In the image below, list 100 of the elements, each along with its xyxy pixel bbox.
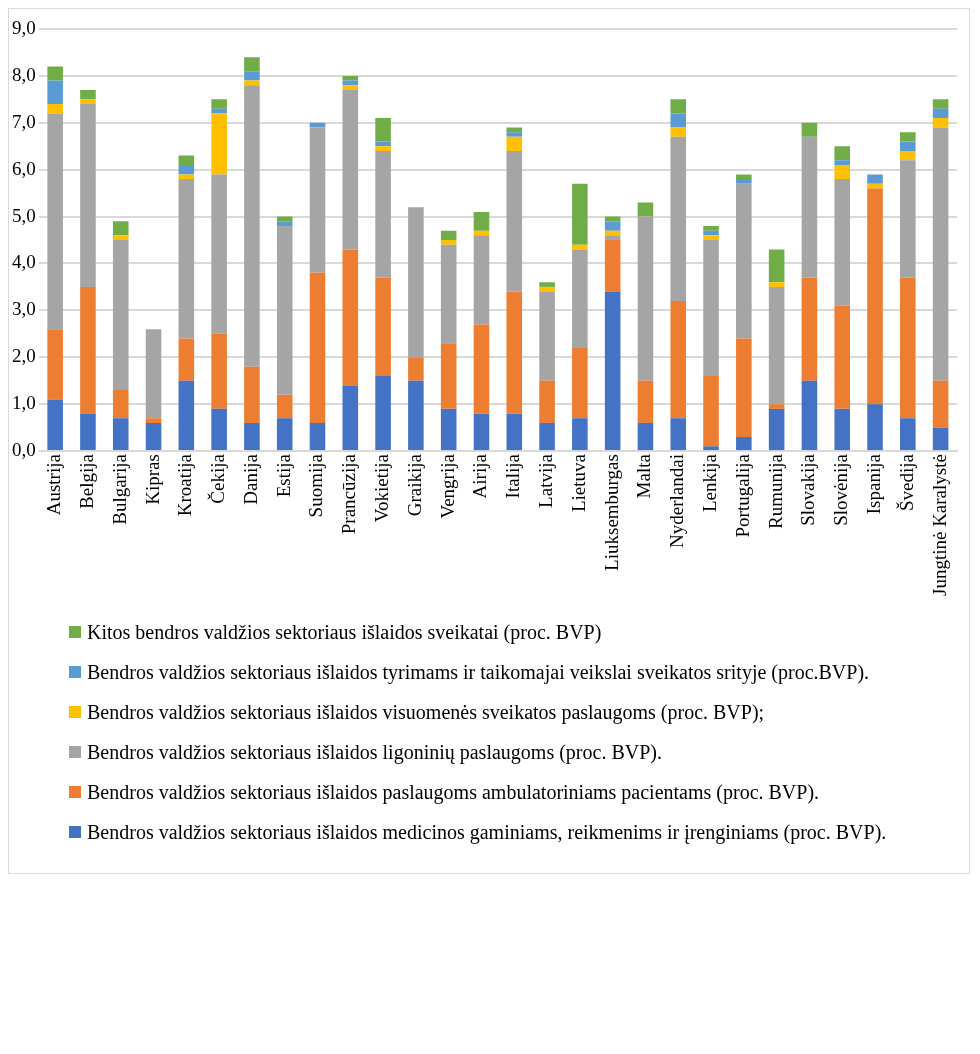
bar xyxy=(440,230,457,241)
bar xyxy=(932,127,949,381)
bar xyxy=(604,291,621,451)
bar xyxy=(47,104,63,114)
bar xyxy=(309,272,326,423)
y-tick-label: 7,0 xyxy=(12,110,36,132)
bar xyxy=(178,155,195,165)
bar xyxy=(900,150,916,161)
bar xyxy=(768,249,785,283)
x-tick-label: Graikija xyxy=(403,453,425,517)
x-tick-label: Italija xyxy=(502,453,524,499)
bar xyxy=(342,85,359,90)
bar xyxy=(506,291,523,414)
x-tick-label: Suomija xyxy=(305,453,327,518)
y-tick-label: 8,0 xyxy=(12,63,36,85)
bar xyxy=(244,85,260,367)
x-tick-label: Airija xyxy=(469,453,491,499)
bar xyxy=(47,66,63,81)
bar xyxy=(637,202,654,217)
legend-label: Kitos bendros valdžios sektoriaus išlaidos sveikatai (proc. BVP) xyxy=(87,620,602,645)
x-tick-label: Prancūzija xyxy=(338,453,360,535)
legend-label: Bendros valdžios sektoriaus išlaidos ligoninių paslaugoms (proc. BVP). xyxy=(87,740,662,765)
bar xyxy=(834,408,851,451)
bar xyxy=(112,418,129,451)
bar xyxy=(834,146,851,161)
bar xyxy=(900,277,916,419)
bar xyxy=(736,174,752,180)
bar xyxy=(637,216,654,381)
x-tick-label: Malta xyxy=(633,453,655,499)
bar xyxy=(867,174,883,184)
bar xyxy=(834,305,851,409)
bar xyxy=(276,225,293,395)
bar xyxy=(932,380,949,428)
bar xyxy=(703,225,719,231)
bar xyxy=(539,286,555,292)
x-tick-label: Slovakija xyxy=(797,453,819,526)
bar xyxy=(801,122,818,137)
x-tick-label: Rumunija xyxy=(764,453,786,530)
bar xyxy=(145,329,162,419)
bar xyxy=(178,380,195,451)
bar xyxy=(80,104,96,287)
bar xyxy=(506,132,523,137)
legend-label: Bendros valdžios sektoriaus išlaidos visuomenės sveikatos paslaugoms (proc. BVP); xyxy=(87,700,765,725)
bar xyxy=(637,422,654,451)
bar xyxy=(932,118,949,128)
bar xyxy=(211,333,227,409)
y-tick-label: 5,0 xyxy=(12,204,36,226)
bar xyxy=(867,188,883,405)
bar xyxy=(932,108,949,119)
bar xyxy=(112,390,129,419)
bar xyxy=(539,380,555,423)
bar xyxy=(900,160,916,278)
bar xyxy=(736,179,752,184)
bar xyxy=(473,324,490,414)
bar xyxy=(178,165,195,175)
bar xyxy=(244,366,260,423)
bar xyxy=(867,404,883,451)
bar xyxy=(768,286,785,405)
x-tick-label: Jungtinė Karalystė xyxy=(928,454,950,596)
bar xyxy=(506,150,523,292)
y-tick-label: 2,0 xyxy=(12,345,36,367)
y-tick-label: 3,0 xyxy=(12,298,36,320)
bar xyxy=(736,338,752,437)
y-tick-label: 6,0 xyxy=(12,157,36,179)
bar xyxy=(47,113,63,330)
x-tick-label: Bulgarija xyxy=(108,453,130,525)
bar xyxy=(900,141,916,151)
y-tick-label: 9,0 xyxy=(12,16,36,38)
bar xyxy=(375,118,391,142)
x-tick-label: Kipras xyxy=(141,454,163,505)
bar xyxy=(900,132,916,142)
bar xyxy=(342,249,359,386)
bar xyxy=(473,211,490,231)
bar xyxy=(244,71,260,81)
bar xyxy=(145,418,162,423)
bar xyxy=(276,394,293,419)
bar xyxy=(276,221,293,226)
bar xyxy=(408,357,424,381)
bar xyxy=(375,277,391,377)
bar xyxy=(834,179,851,306)
bar xyxy=(244,57,260,72)
bar xyxy=(801,380,818,451)
bar xyxy=(604,240,621,292)
bar xyxy=(178,338,195,381)
bar xyxy=(80,286,96,414)
bar xyxy=(244,422,260,451)
bar xyxy=(211,408,227,451)
x-tick-label: Čekija xyxy=(207,453,229,504)
bar xyxy=(80,413,96,451)
bar xyxy=(768,404,785,409)
y-tick-label: 0,0 xyxy=(12,439,36,461)
x-tick-label: Portugalija xyxy=(731,453,753,538)
bar xyxy=(112,240,129,391)
bar xyxy=(375,150,391,278)
bar xyxy=(440,408,457,451)
bar xyxy=(309,422,326,451)
bar xyxy=(375,146,391,151)
bar xyxy=(211,99,227,109)
bar xyxy=(900,418,916,451)
bar xyxy=(932,99,949,109)
